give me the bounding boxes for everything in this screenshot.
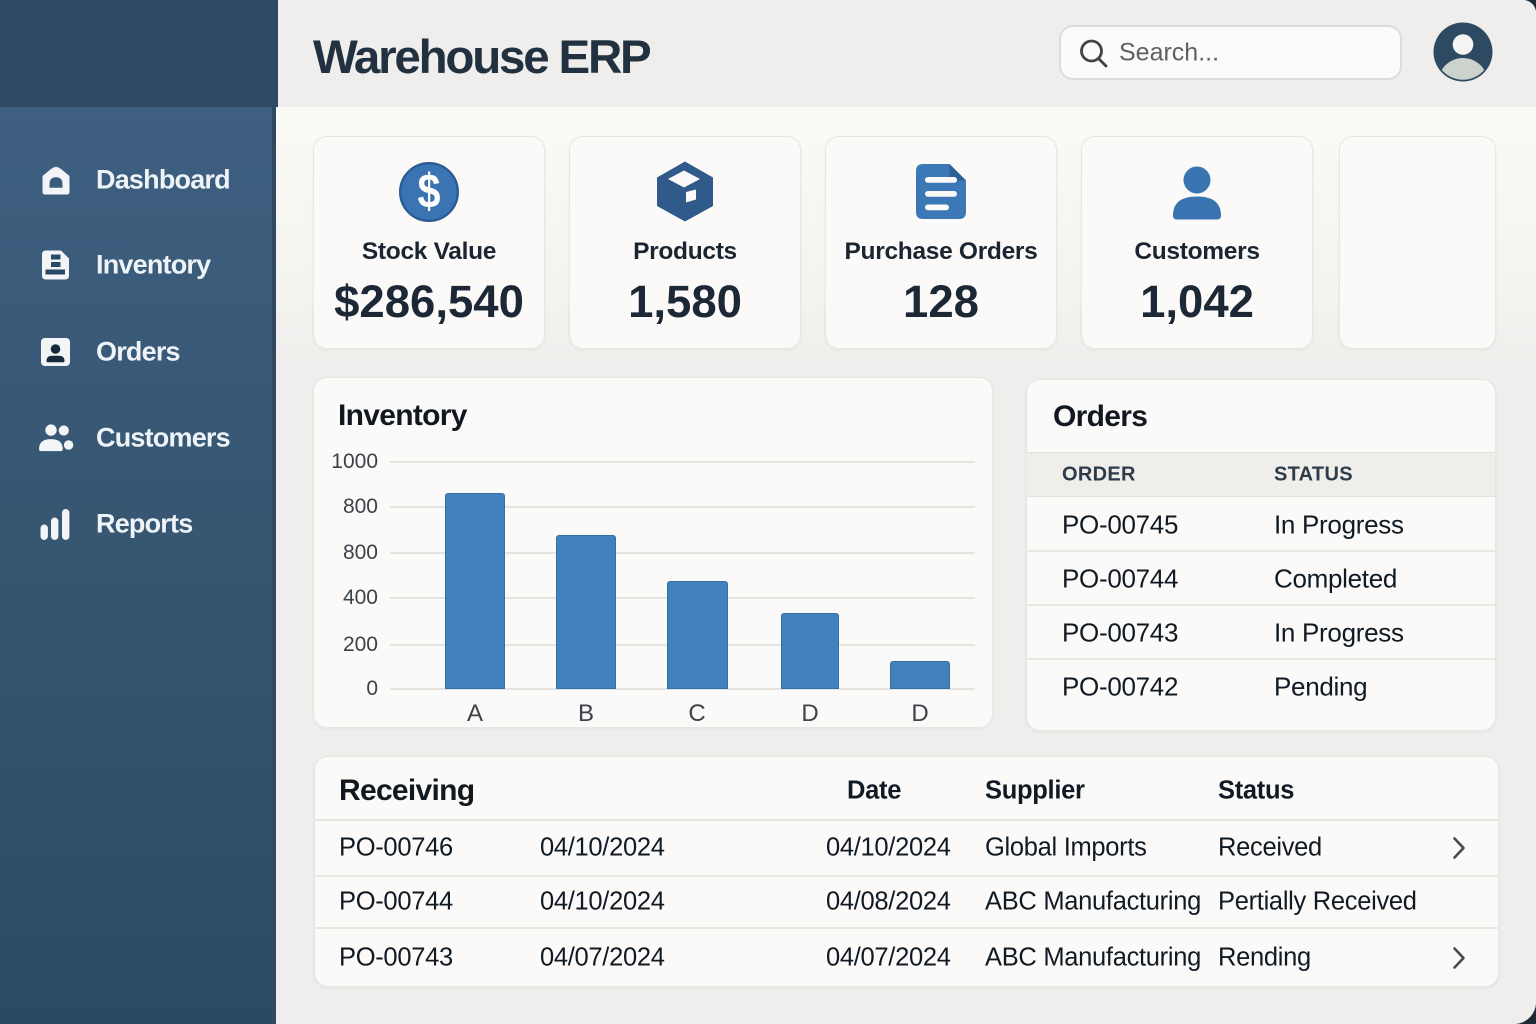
svg-text:$: $ xyxy=(417,163,440,218)
